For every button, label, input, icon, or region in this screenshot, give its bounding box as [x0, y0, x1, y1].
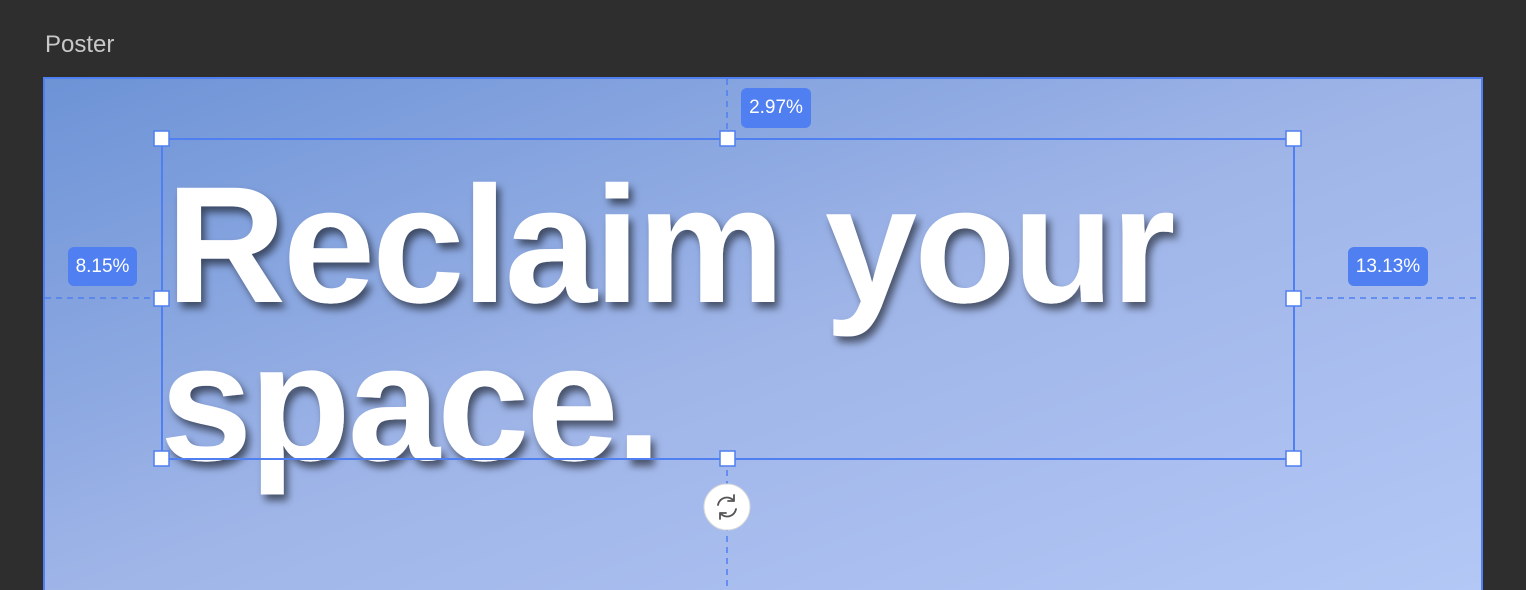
resize-handle[interactable] — [1285, 290, 1302, 307]
measure-badge — [1348, 247, 1428, 286]
measure-label: 2.97% — [749, 97, 803, 118]
resize-handle[interactable] — [1285, 450, 1302, 467]
rotate-button[interactable] — [703, 483, 751, 531]
measure-label: 13.13% — [1356, 256, 1421, 277]
resize-handle[interactable] — [153, 290, 170, 307]
poster-canvas[interactable] — [43, 77, 1483, 590]
handles — [153, 130, 1302, 467]
headline-line[interactable]: space. — [160, 311, 662, 496]
measure-badge — [741, 88, 811, 128]
measure-label: 8.15% — [76, 256, 130, 277]
headline-line[interactable]: Reclaim your — [166, 153, 1177, 338]
resize-handle[interactable] — [719, 450, 736, 467]
resize-handle[interactable] — [719, 130, 736, 147]
measure-badge — [68, 247, 137, 286]
resize-handle[interactable] — [1285, 130, 1302, 147]
resize-handle[interactable] — [153, 450, 170, 467]
panel-title: Poster — [45, 31, 114, 58]
resize-handle[interactable] — [153, 130, 170, 147]
